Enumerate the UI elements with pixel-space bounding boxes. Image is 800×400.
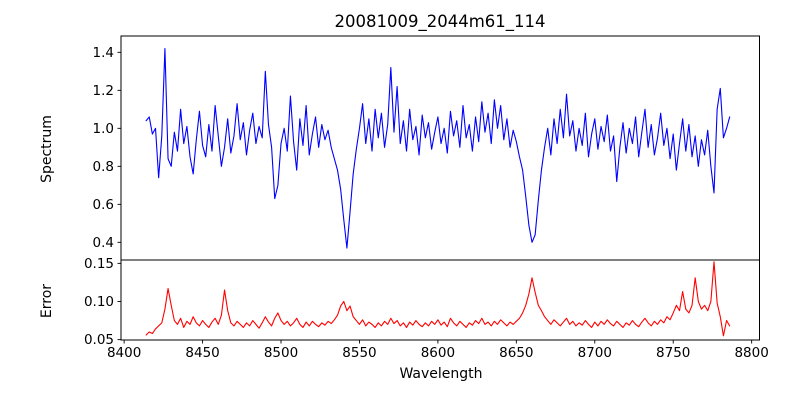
x-tick-label: 8550 bbox=[342, 345, 376, 361]
y-axis-label-error: Error bbox=[39, 283, 55, 319]
spectrum-series-line bbox=[145, 47, 731, 249]
spectrum-y-tick-label: 1.4 bbox=[93, 45, 114, 61]
x-tick-label: 8650 bbox=[499, 345, 533, 361]
spectrum-y-tick-label: 1.0 bbox=[93, 121, 114, 137]
x-tick-label: 8400 bbox=[107, 345, 141, 361]
chart-title: 20081009_2044m61_114 bbox=[334, 12, 546, 31]
error-y-tick-label: 0.10 bbox=[84, 294, 114, 310]
spectrum-y-tick-label: 0.8 bbox=[93, 159, 114, 175]
x-axis-label: Wavelength bbox=[399, 366, 483, 382]
x-tick-label: 8700 bbox=[578, 345, 612, 361]
error-y-tick-label: 0.15 bbox=[84, 256, 114, 272]
error-y-tick-label: 0.05 bbox=[84, 332, 114, 348]
spectrum-y-tick-label: 1.2 bbox=[93, 83, 114, 99]
spectrum-y-tick-label: 0.6 bbox=[93, 197, 114, 213]
spectrum-panel-frame bbox=[120, 35, 760, 261]
x-tick-label: 8600 bbox=[421, 345, 455, 361]
error-panel-frame bbox=[120, 259, 760, 341]
spectrum-y-tick-label: 0.4 bbox=[93, 235, 114, 251]
error-series-line bbox=[145, 261, 731, 337]
x-tick-label: 8800 bbox=[734, 345, 768, 361]
x-tick-label: 8500 bbox=[264, 345, 298, 361]
x-tick-label: 8750 bbox=[656, 345, 690, 361]
x-tick-label: 8450 bbox=[185, 345, 219, 361]
y-axis-label-spectrum: Spectrum bbox=[39, 115, 55, 183]
